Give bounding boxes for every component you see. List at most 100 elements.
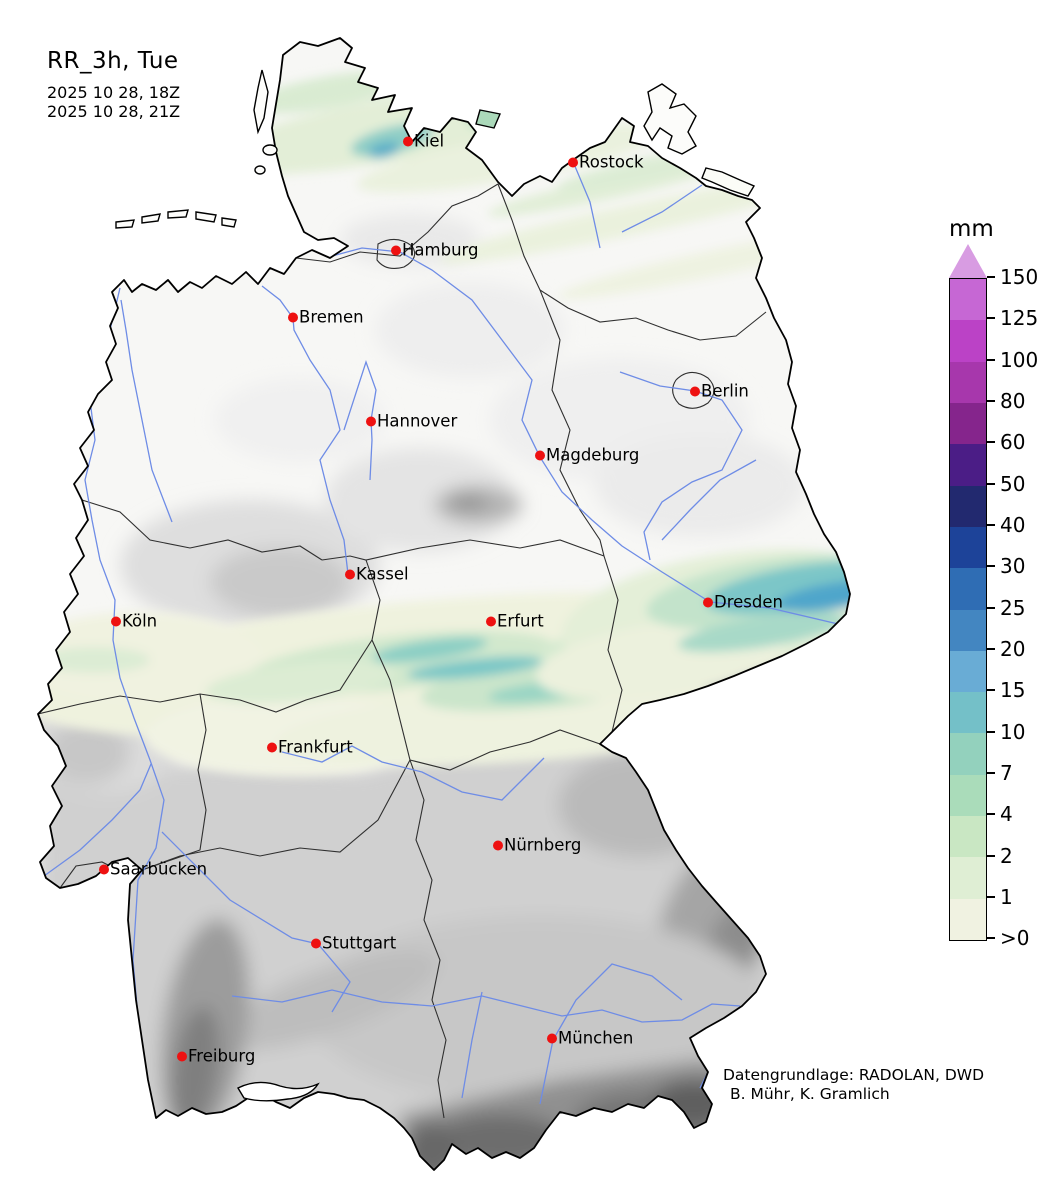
- colorbar-overflow-arrow: [949, 244, 987, 278]
- city-dot: [345, 569, 355, 579]
- city-marker-saarbruecken: Saarbücken: [99, 860, 207, 879]
- colorbar-tick: 2: [987, 844, 1013, 868]
- city-label: Köln: [122, 611, 158, 631]
- city-dot: [486, 616, 496, 626]
- city-marker-magdeburg: Magdeburg: [535, 446, 639, 465]
- colorbar-tick: 125: [987, 306, 1038, 330]
- city-marker-berlin: Berlin: [690, 382, 749, 401]
- colorbar-tick: 25: [987, 596, 1025, 620]
- city-dot: [267, 742, 277, 752]
- city-marker-muenchen: München: [547, 1029, 633, 1048]
- city-label: Nürnberg: [504, 835, 582, 855]
- city-dot: [99, 864, 109, 874]
- city-label: München: [558, 1028, 634, 1048]
- city-dot: [703, 597, 713, 607]
- colorbar-tick: 30: [987, 554, 1025, 578]
- colorbar-segment: [950, 526, 986, 569]
- city-marker-freiburg: Freiburg: [177, 1047, 255, 1066]
- colorbar-segment: [950, 650, 986, 693]
- colorbar-tick: 80: [987, 389, 1025, 413]
- city-label: Erfurt: [497, 611, 544, 631]
- city-label: Saarbücken: [110, 859, 208, 879]
- colorbar-tick: 10: [987, 720, 1025, 744]
- city-marker-frankfurt: Frankfurt: [267, 738, 353, 757]
- colorbar-segment: [950, 733, 986, 775]
- colorbar-segment: [950, 774, 986, 817]
- city-dot: [568, 157, 578, 167]
- country-outline: [37, 37, 851, 1171]
- colorbar-tick: 4: [987, 802, 1013, 826]
- city-marker-kassel: Kassel: [345, 565, 409, 584]
- city-marker-nuernberg: Nürnberg: [493, 836, 581, 855]
- colorbar-tick: >0: [987, 926, 1029, 950]
- lake-constance: [237, 1081, 320, 1102]
- colorbar-segment: [950, 898, 986, 940]
- city-label: Hannover: [377, 411, 458, 431]
- city-marker-erfurt: Erfurt: [486, 612, 544, 631]
- islands: [115, 69, 756, 229]
- valid-time-from: 2025 10 28, 18Z: [47, 83, 181, 102]
- colorbar-tick: 7: [987, 761, 1013, 785]
- city-label: Rostock: [579, 152, 644, 172]
- attribution: Datengrundlage: RADOLAN, DWD B. Mühr, K.…: [723, 1066, 984, 1104]
- city-marker-hannover: Hannover: [366, 412, 457, 431]
- city-label: Magdeburg: [546, 445, 640, 465]
- city-dot: [690, 386, 700, 396]
- city-label: Stuttgart: [322, 933, 397, 953]
- city-dot: [177, 1051, 187, 1061]
- colorbar-segment: [950, 816, 986, 858]
- attribution-authors: B. Mühr, K. Gramlich: [730, 1085, 890, 1103]
- city-dot: [547, 1033, 557, 1043]
- colorbar-segment: [950, 609, 986, 651]
- city-marker-dresden: Dresden: [703, 593, 783, 612]
- city-marker-bremen: Bremen: [288, 308, 364, 327]
- colorbar-segment: [950, 320, 986, 362]
- colorbar-tick: 20: [987, 637, 1025, 661]
- city-dot: [288, 312, 298, 322]
- colorbar-scale: [949, 278, 987, 941]
- header: RR_3h, Tue 2025 10 28, 18Z 2025 10 28, 2…: [47, 48, 180, 121]
- city-marker-rostock: Rostock: [568, 153, 644, 172]
- city-marker-stuttgart: Stuttgart: [311, 934, 396, 953]
- colorbar-segment: [950, 402, 986, 445]
- city-dot: [535, 450, 545, 460]
- city-label: Bremen: [299, 307, 364, 327]
- state-borders: [38, 183, 767, 1119]
- city-marker-koeln: Köln: [111, 612, 157, 631]
- city-label: Berlin: [701, 381, 749, 401]
- city-dot: [403, 136, 413, 146]
- colorbar-segment: [950, 568, 986, 610]
- city-dot: [391, 245, 401, 255]
- city-dot: [366, 416, 376, 426]
- colorbar-segment: [950, 444, 986, 486]
- city-dot: [311, 938, 321, 948]
- colorbar-tick: 150: [987, 265, 1038, 289]
- colorbar-segment: [950, 857, 986, 899]
- colorbar-tick: 100: [987, 348, 1038, 372]
- page-title: RR_3h, Tue: [47, 48, 179, 74]
- colorbar: mm 150 125 100 80 60 50 40: [949, 216, 1053, 950]
- colorbar-tick: 15: [987, 678, 1025, 702]
- valid-time-to: 2025 10 28, 21Z: [47, 102, 181, 121]
- city-label: Kiel: [414, 131, 445, 151]
- colorbar-segment: [950, 485, 986, 527]
- colorbar-segment: [950, 361, 986, 403]
- colorbar-tick: 60: [987, 430, 1025, 454]
- colorbar-tick: 1: [987, 885, 1013, 909]
- city-label: Kassel: [356, 564, 409, 584]
- city-label: Hamburg: [402, 240, 479, 260]
- city-dot: [111, 616, 121, 626]
- city-label: Dresden: [714, 592, 783, 612]
- rivers: [43, 163, 839, 1113]
- colorbar-tick: 50: [987, 472, 1025, 496]
- colorbar-segment: [950, 692, 986, 734]
- attribution-source: Datengrundlage: RADOLAN, DWD: [723, 1066, 985, 1084]
- city-dot: [493, 840, 503, 850]
- city-marker-hamburg: Hamburg: [391, 241, 479, 260]
- city-marker-kiel: Kiel: [403, 132, 444, 151]
- colorbar-segment: [950, 279, 986, 321]
- colorbar-tick: 40: [987, 513, 1025, 537]
